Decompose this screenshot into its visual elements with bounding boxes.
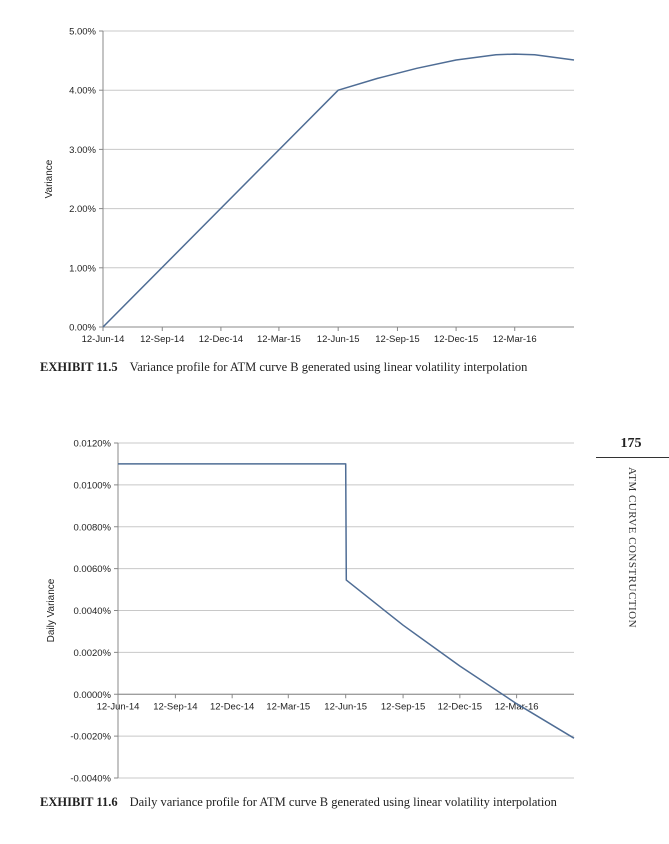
daily-variance-chart: 0.0120% 0.0100% 0.0080% 0.0060% 0.0040% 0.002… [46,439,575,785]
daily-variance-chart-y-tick-label: -0.0040% [70,774,111,785]
daily-variance-chart-x-tick-label: 12-Dec-14 [210,701,254,712]
variance-chart-x-tick-label: 12-Sep-14 [140,334,184,345]
variance-chart-y-tick-label: 2.00% [69,204,96,215]
daily-variance-chart-x-tick-label: 12-Jun-15 [324,701,367,712]
daily-variance-chart-y-tick-label: 0.0100% [73,480,111,491]
variance-chart: 0.00% 1.00% 2.00% 3.00% 4.00% 5.00% 12-Jun-14 1… [44,27,575,345]
daily-variance-chart-x-tick-label: 12-Sep-14 [153,701,197,712]
daily-variance-chart-y-tick-label: 0.0060% [73,564,111,575]
exhibit-11-6-text: Daily variance profile for ATM curve B g… [129,795,557,809]
daily-variance-chart-y-tick-label: -0.0020% [70,732,111,743]
exhibit-11-6-label: EXHIBIT 11.6 [40,795,118,809]
variance-chart-series-line [102,53,575,328]
variance-chart-x-tick-label: 12-Mar-15 [257,334,301,345]
daily-variance-chart-series-line [118,463,575,739]
variance-chart-y-tick-label: 1.00% [69,263,96,274]
variance-chart-y-tick-label: 4.00% [69,86,96,97]
variance-chart-x-tick-label: 12-Sep-15 [375,334,419,345]
variance-chart-y-tick-label: 0.00% [69,323,96,334]
variance-chart-y-axis-label: Variance [44,159,55,198]
variance-chart-y-tick-label: 5.00% [69,27,96,38]
daily-variance-chart-x-tick-label: 12-Dec-15 [438,701,482,712]
variance-chart-x-tick-label: 12-Mar-16 [493,334,537,345]
variance-chart-x-tick-label: 12-Jun-15 [317,334,360,345]
daily-variance-chart-y-tick-label: 0.0040% [73,606,111,617]
exhibit-11-6-caption: EXHIBIT 11.6 Daily variance profile for A… [40,794,580,811]
daily-variance-chart-y-tick-label: 0.0000% [73,690,111,701]
daily-variance-chart-x-tick-label: 12-Sep-15 [381,701,425,712]
running-head: ATM CURVE CONSTRUCTION [624,467,640,637]
page-number: 175 [620,436,642,451]
variance-chart-x-tick-label: 12-Dec-15 [434,334,478,345]
daily-variance-chart-y-tick-label: 0.0020% [73,648,111,659]
daily-variance-chart-y-tick-label: 0.0120% [73,439,111,450]
page-number-rule [596,457,669,458]
variance-chart-x-tick-label: 12-Jun-14 [82,334,125,345]
variance-chart-y-tick-label: 3.00% [69,145,96,156]
daily-variance-chart-y-tick-label: 0.0080% [73,522,111,533]
running-head-text: ATM CURVE CONSTRUCTION [626,467,638,629]
variance-chart-x-tick-label: 12-Dec-14 [199,334,243,345]
exhibit-11-5-label: EXHIBIT 11.5 [40,360,118,374]
daily-variance-chart-x-tick-label: 12-Mar-16 [495,701,539,712]
exhibit-11-5-text: Variance profile for ATM curve B generat… [129,360,528,374]
daily-variance-chart-x-tick-label: 12-Mar-15 [266,701,310,712]
daily-variance-chart-y-axis-label: Daily Variance [46,578,57,642]
exhibit-11-5-caption: EXHIBIT 11.5 Variance profile for ATM cur… [40,359,580,376]
daily-variance-chart-x-tick-label: 12-Jun-14 [97,701,140,712]
